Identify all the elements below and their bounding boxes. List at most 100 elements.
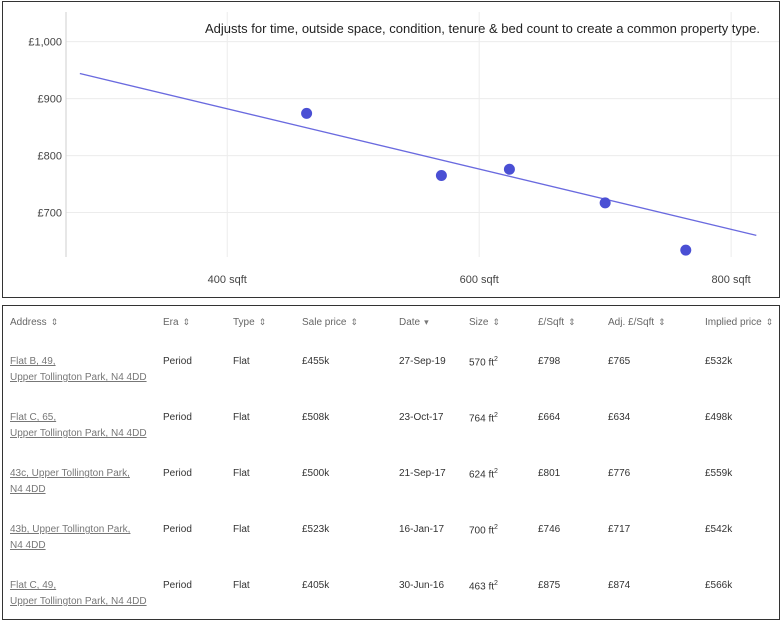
y-tick-label: £1,000 xyxy=(28,37,62,49)
address-line-2: N4 4DD xyxy=(10,540,46,551)
address-link[interactable]: Flat B, 49, Upper Tollington Park, N4 4DD xyxy=(10,354,147,386)
size-unit-superscript: 2 xyxy=(494,468,498,475)
sale-price-cell: £523k xyxy=(302,524,330,535)
era-cell: Period xyxy=(163,412,192,423)
date-cell: 27-Sep-19 xyxy=(399,356,446,367)
address-line-2: N4 4DD xyxy=(10,484,46,495)
era-cell: Period xyxy=(163,524,192,535)
column-header-label: Era xyxy=(163,317,179,328)
column-header-label: Address xyxy=(10,317,47,328)
price-chart: £1,000 £900 £800 £700 400 sqft 600 sqft 800 sq… xyxy=(2,1,780,298)
sort-icon[interactable]: ⇕ xyxy=(658,317,666,327)
sort-icon[interactable]: ⇕ xyxy=(350,317,359,327)
size-unit-superscript: 2 xyxy=(494,580,498,587)
sale-price-cell: £405k xyxy=(302,580,330,591)
date-cell: 30-Jun-16 xyxy=(399,580,445,591)
type-cell: Flat xyxy=(233,356,250,367)
scatter-point[interactable] xyxy=(301,107,313,119)
implied-price-cell: £498k xyxy=(705,412,733,423)
size-cell: 463 ft2 xyxy=(469,580,498,593)
column-header-label: Adj. £/Sqft xyxy=(608,317,655,328)
size-cell: 570 ft2 xyxy=(469,356,498,369)
type-cell: Flat xyxy=(233,412,250,423)
column-header-label: Sale price xyxy=(302,317,347,328)
price-per-sqft-cell: £801 xyxy=(538,468,561,479)
price-per-sqft-cell: £875 xyxy=(538,580,561,591)
scatter-point[interactable] xyxy=(599,197,611,209)
type-cell: Flat xyxy=(233,524,250,535)
address-line-1: 43b, Upper Tollington Park, xyxy=(10,524,131,535)
column-header-address[interactable]: Address ⇕ xyxy=(10,317,58,328)
column-header-date[interactable]: Date ▾ xyxy=(399,317,429,328)
sort-icon[interactable]: ⇕ xyxy=(258,317,267,327)
scatter-point[interactable] xyxy=(435,170,447,182)
chart-caption: Adjusts for time, outside space, conditi… xyxy=(205,21,760,36)
sort-icon[interactable]: ⇕ xyxy=(50,317,59,327)
date-cell: 16-Jan-17 xyxy=(399,524,445,535)
sort-icon[interactable]: ▾ xyxy=(424,317,429,327)
y-tick-label: £900 xyxy=(38,94,62,106)
address-line-2: Upper Tollington Park, N4 4DD xyxy=(10,372,147,383)
column-header-label: Size xyxy=(469,317,489,328)
adjusted-price-per-sqft-cell: £634 xyxy=(608,412,631,423)
size-unit-superscript: 2 xyxy=(494,524,498,531)
date-cell: 21-Sep-17 xyxy=(399,468,446,479)
column-header-size[interactable]: Size ⇕ xyxy=(469,317,500,328)
address-line-1: Flat B, 49, xyxy=(10,356,56,367)
address-link[interactable]: 43b, Upper Tollington Park, N4 4DD xyxy=(10,522,130,554)
address-line-1: 43c, Upper Tollington Park, xyxy=(10,468,130,479)
address-line-1: Flat C, 65, xyxy=(10,412,57,423)
price-per-sqft-cell: £798 xyxy=(538,356,561,367)
price-per-sqft-cell: £664 xyxy=(538,412,561,423)
sale-price-cell: £508k xyxy=(302,412,330,423)
size-unit-superscript: 2 xyxy=(494,356,498,363)
column-header-label: Date xyxy=(399,317,421,328)
size-cell: 624 ft2 xyxy=(469,468,498,481)
adjusted-price-per-sqft-cell: £776 xyxy=(608,468,631,479)
y-tick-label: £800 xyxy=(38,151,62,163)
address-link[interactable]: 43c, Upper Tollington Park, N4 4DD xyxy=(10,466,130,498)
scatter-point[interactable] xyxy=(680,244,692,256)
size-cell: 764 ft2 xyxy=(469,412,498,425)
x-tick-label: 800 sqft xyxy=(712,274,751,286)
address-line-2: Upper Tollington Park, N4 4DD xyxy=(10,596,147,607)
sort-icon[interactable]: ⇕ xyxy=(492,317,500,327)
sort-icon[interactable]: ⇕ xyxy=(568,317,576,327)
address-line-1: Flat C, 49, xyxy=(10,580,57,591)
implied-price-cell: £566k xyxy=(705,580,733,591)
implied-price-cell: £532k xyxy=(705,356,733,367)
era-cell: Period xyxy=(163,580,192,591)
column-header-era[interactable]: Era ⇕ xyxy=(163,317,190,328)
sort-icon[interactable]: ⇕ xyxy=(182,317,191,327)
column-header-adj-sqft[interactable]: Adj. £/Sqft ⇕ xyxy=(608,317,666,328)
sort-icon[interactable]: ⇕ xyxy=(765,317,774,327)
chart-canvas: £1,000 £900 £800 £700 400 sqft 600 sqft 800 sq… xyxy=(28,12,779,286)
comparables-table: Address ⇕ Era ⇕ Type ⇕ Sale price ⇕ Date ▾ Size ⇕ £/… xyxy=(2,305,780,620)
column-header-label: Type xyxy=(233,317,255,328)
x-tick-label: 400 sqft xyxy=(208,274,247,286)
column-header-label: Implied price xyxy=(705,317,762,328)
address-link[interactable]: Flat C, 49, Upper Tollington Park, N4 4DD xyxy=(10,578,147,610)
column-header-sqft[interactable]: £/Sqft ⇕ xyxy=(538,317,576,328)
address-link[interactable]: Flat C, 65, Upper Tollington Park, N4 4DD xyxy=(10,410,147,442)
size-cell: 700 ft2 xyxy=(469,524,498,537)
sale-price-cell: £455k xyxy=(302,356,330,367)
adjusted-price-per-sqft-cell: £717 xyxy=(608,524,631,535)
column-header-label: £/Sqft xyxy=(538,317,565,328)
implied-price-cell: £542k xyxy=(705,524,733,535)
price-per-sqft-cell: £746 xyxy=(538,524,561,535)
implied-price-cell: £559k xyxy=(705,468,733,479)
x-tick-label: 600 sqft xyxy=(460,274,499,286)
address-line-2: Upper Tollington Park, N4 4DD xyxy=(10,428,147,439)
type-cell: Flat xyxy=(233,580,250,591)
era-cell: Period xyxy=(163,468,192,479)
column-header-sale-price[interactable]: Sale price ⇕ xyxy=(302,317,358,328)
type-cell: Flat xyxy=(233,468,250,479)
column-header-implied-price[interactable]: Implied price ⇕ xyxy=(705,317,773,328)
sale-price-cell: £500k xyxy=(302,468,330,479)
column-header-type[interactable]: Type ⇕ xyxy=(233,317,266,328)
size-unit-superscript: 2 xyxy=(494,412,498,419)
scatter-point[interactable] xyxy=(503,163,515,175)
date-cell: 23-Oct-17 xyxy=(399,412,444,423)
adjusted-price-per-sqft-cell: £874 xyxy=(608,580,631,591)
